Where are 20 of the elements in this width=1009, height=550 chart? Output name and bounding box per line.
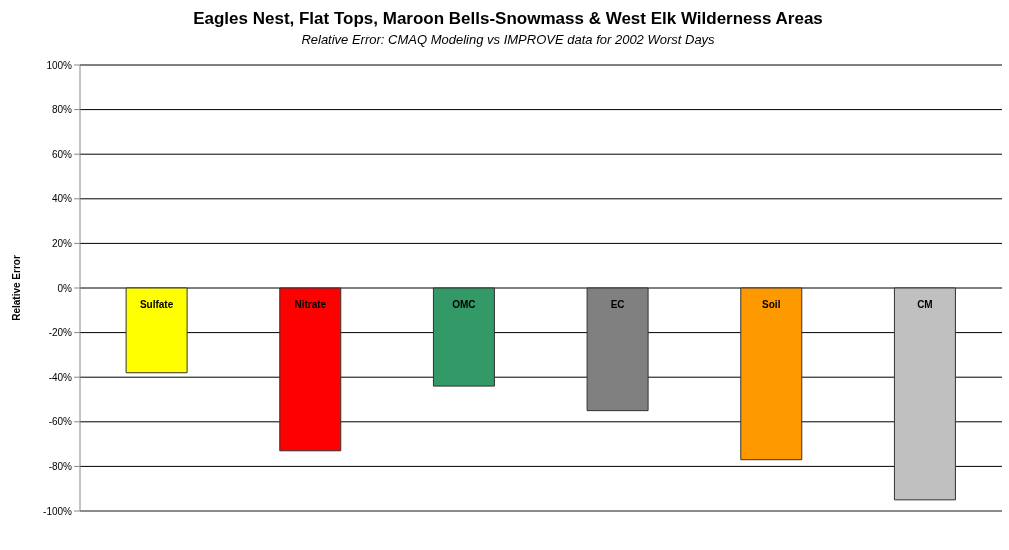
y-axis-title: Relative Error [10, 255, 22, 321]
x-tick-label: EC [610, 299, 625, 310]
y-tick-label: -80% [48, 460, 73, 472]
y-tick-label: -60% [48, 416, 73, 428]
chart-title: Eagles Nest, Flat Tops, Maroon Bells-Snowmass & West Elk Wilderness Areas [192, 8, 824, 29]
y-tick-label: 20% [51, 237, 73, 249]
x-tick-label: Soil [762, 299, 781, 310]
x-tick-label: OMC [452, 299, 476, 310]
y-tick-label: 100% [46, 59, 73, 71]
y-tick-label: -20% [48, 327, 73, 339]
y-tick-label: 0% [57, 282, 73, 294]
x-tick-label: Sulfate [139, 299, 174, 310]
chart-subtitle: Relative Error: CMAQ Modeling vs IMPROVE data for 2002 Worst Days [300, 32, 716, 47]
x-tick-label: Nitrate [294, 299, 327, 310]
y-tick-label: -100% [43, 505, 73, 517]
x-tick-label: CM [917, 299, 933, 310]
y-tick-label: 80% [51, 104, 73, 116]
y-tick-label: 60% [51, 148, 73, 160]
y-tick-label: -40% [48, 371, 73, 383]
y-tick-label: 40% [51, 193, 73, 205]
